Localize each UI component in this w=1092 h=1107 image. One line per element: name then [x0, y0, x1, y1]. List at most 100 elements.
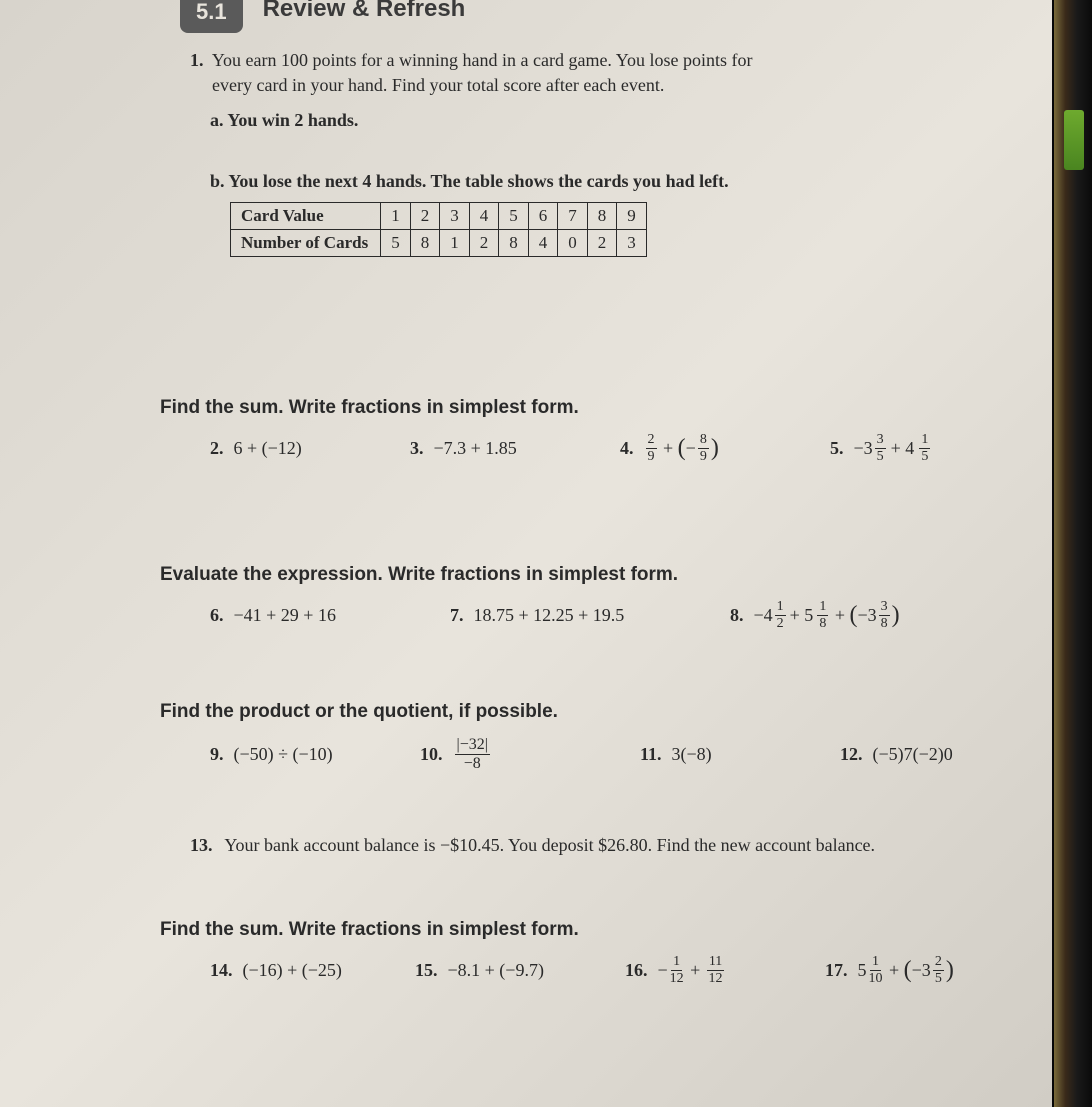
header-row: 5.1 Review & Refresh	[180, 0, 1032, 33]
problem-14: 14. (−16) + (−25)	[210, 955, 395, 986]
problem-9: 9. (−50) ÷ (−10)	[210, 737, 400, 772]
problem-1-number: 1.	[190, 50, 204, 70]
frac-num: 3	[875, 433, 886, 449]
card-table: Card Value 1 2 3 4 5 6 7 8 9 Number of C…	[230, 202, 647, 257]
problem-8: 8. −4 12 + 5 18 + ( −3 38 )	[730, 600, 900, 631]
table-row: Card Value 1 2 3 4 5 6 7 8 9	[231, 203, 647, 230]
p15-num: 15.	[415, 960, 438, 981]
frac-num: |−32|	[455, 737, 490, 755]
cell: 2	[469, 230, 499, 257]
frac-den: 8	[881, 616, 888, 631]
p7-num: 7.	[450, 605, 464, 626]
pen-clip	[1064, 110, 1084, 170]
p6-num: 6.	[210, 605, 224, 626]
rparen: )	[711, 435, 719, 462]
cell: 8	[499, 230, 529, 257]
cell: 1	[440, 230, 470, 257]
p17-w2: −3	[912, 960, 931, 981]
frac-num: 1	[671, 955, 682, 971]
frac-num: 1	[775, 600, 786, 616]
row1-label: Card Value	[231, 203, 381, 230]
problem-6: 6. −41 + 29 + 16	[210, 600, 430, 631]
p6-expr: −41 + 29 + 16	[234, 605, 336, 626]
p10-num: 10.	[420, 744, 443, 765]
problem-15: 15. −8.1 + (−9.7)	[415, 955, 605, 986]
frac-den: 9	[648, 449, 655, 464]
p17-frac1: 110	[869, 955, 883, 986]
lparen: (	[904, 957, 912, 984]
p15-expr: −8.1 + (−9.7)	[448, 960, 544, 981]
p4-num: 4.	[620, 438, 634, 459]
p3-expr: −7.3 + 1.85	[434, 438, 517, 459]
cell: 3	[440, 203, 470, 230]
p8-frac3: 38	[879, 600, 890, 631]
rparen: )	[946, 957, 954, 984]
p2-expr: 6 + (−12)	[234, 438, 302, 459]
p7-expr: 18.75 + 12.25 + 19.5	[474, 605, 625, 626]
problem-row-2-5: 2. 6 + (−12) 3. −7.3 + 1.85 4. 29 + ( − …	[210, 433, 1032, 464]
frac-num: 2	[933, 955, 944, 971]
p8-w2: + 5	[790, 605, 814, 626]
p12-expr: (−5)7(−2)0	[873, 744, 953, 765]
p8-frac2: 18	[817, 600, 828, 631]
p17-frac2: 25	[933, 955, 944, 986]
problem-1-line2: every card in your hand. Find your total…	[212, 73, 664, 98]
problem-3: 3. −7.3 + 1.85	[410, 433, 600, 464]
p8-num: 8.	[730, 605, 744, 626]
section5-heading: Find the sum. Write fractions in simples…	[160, 919, 1032, 941]
frac-num: 1	[817, 600, 828, 616]
section3-heading: Evaluate the expression. Write fractions…	[160, 564, 1032, 586]
problem-1b: b. You lose the next 4 hands. The table …	[210, 171, 1032, 192]
problem-row-14-17: 14. (−16) + (−25) 15. −8.1 + (−9.7) 16. …	[210, 955, 1032, 986]
frac-num: 1	[919, 433, 930, 449]
cell: 5	[381, 230, 411, 257]
problem-2: 2. 6 + (−12)	[210, 433, 390, 464]
frac-num: 8	[698, 433, 709, 449]
p17-w1: 5	[858, 960, 867, 981]
p14-expr: (−16) + (−25)	[243, 960, 342, 981]
p16-frac1: 112	[670, 955, 684, 986]
table-row: Number of Cards 5 8 1 2 8 4 0 2 3	[231, 230, 647, 257]
row2-label: Number of Cards	[231, 230, 381, 257]
p4-frac1: 29	[646, 433, 657, 464]
header-title: Review & Refresh	[263, 0, 466, 23]
section2-heading: Find the sum. Write fractions in simples…	[160, 397, 1032, 419]
frac-num: 11	[707, 955, 724, 971]
p11-num: 11.	[640, 744, 662, 765]
frac-den: 10	[869, 971, 883, 986]
section-badge: 5.1	[180, 0, 243, 33]
frac-den: 2	[777, 616, 784, 631]
p4-frac2: 89	[698, 433, 709, 464]
p2-num: 2.	[210, 438, 224, 459]
cell: 1	[381, 203, 411, 230]
cell: 2	[410, 203, 440, 230]
p14-num: 14.	[210, 960, 233, 981]
p5-w2: + 4	[891, 438, 915, 459]
problem-1-line1: You earn 100 points for a winning hand i…	[212, 50, 753, 70]
problem-7: 7. 18.75 + 12.25 + 19.5	[450, 600, 710, 631]
plus: +	[659, 438, 678, 459]
p3-num: 3.	[410, 438, 424, 459]
frac-den: −8	[464, 755, 481, 772]
cell: 7	[558, 203, 588, 230]
problem-1: 1. You earn 100 points for a winning han…	[190, 48, 1032, 257]
lparen: (	[678, 435, 686, 462]
p8-w3: −3	[857, 605, 876, 626]
cell: 8	[587, 203, 617, 230]
p16-frac2: 1112	[707, 955, 724, 986]
problem-row-6-8: 6. −41 + 29 + 16 7. 18.75 + 12.25 + 19.5…	[210, 600, 1032, 631]
frac-den: 8	[819, 616, 826, 631]
p13-text: Your bank account balance is −$10.45. Yo…	[224, 835, 875, 855]
p13-num: 13.	[190, 835, 213, 855]
frac-num: 3	[879, 600, 890, 616]
problem-11: 11. 3(−8)	[640, 737, 820, 772]
p5-w1: −3	[854, 438, 873, 459]
section4-heading: Find the product or the quotient, if pos…	[160, 701, 1032, 723]
problem-17: 17. 5 110 + ( −3 25 )	[825, 955, 954, 986]
problem-1-text: 1. You earn 100 points for a winning han…	[190, 48, 1032, 98]
p9-expr: (−50) ÷ (−10)	[234, 744, 333, 765]
p17-num: 17.	[825, 960, 848, 981]
problem-1a: a. You win 2 hands.	[210, 110, 1032, 131]
frac-den: 5	[877, 449, 884, 464]
cell: 0	[558, 230, 588, 257]
